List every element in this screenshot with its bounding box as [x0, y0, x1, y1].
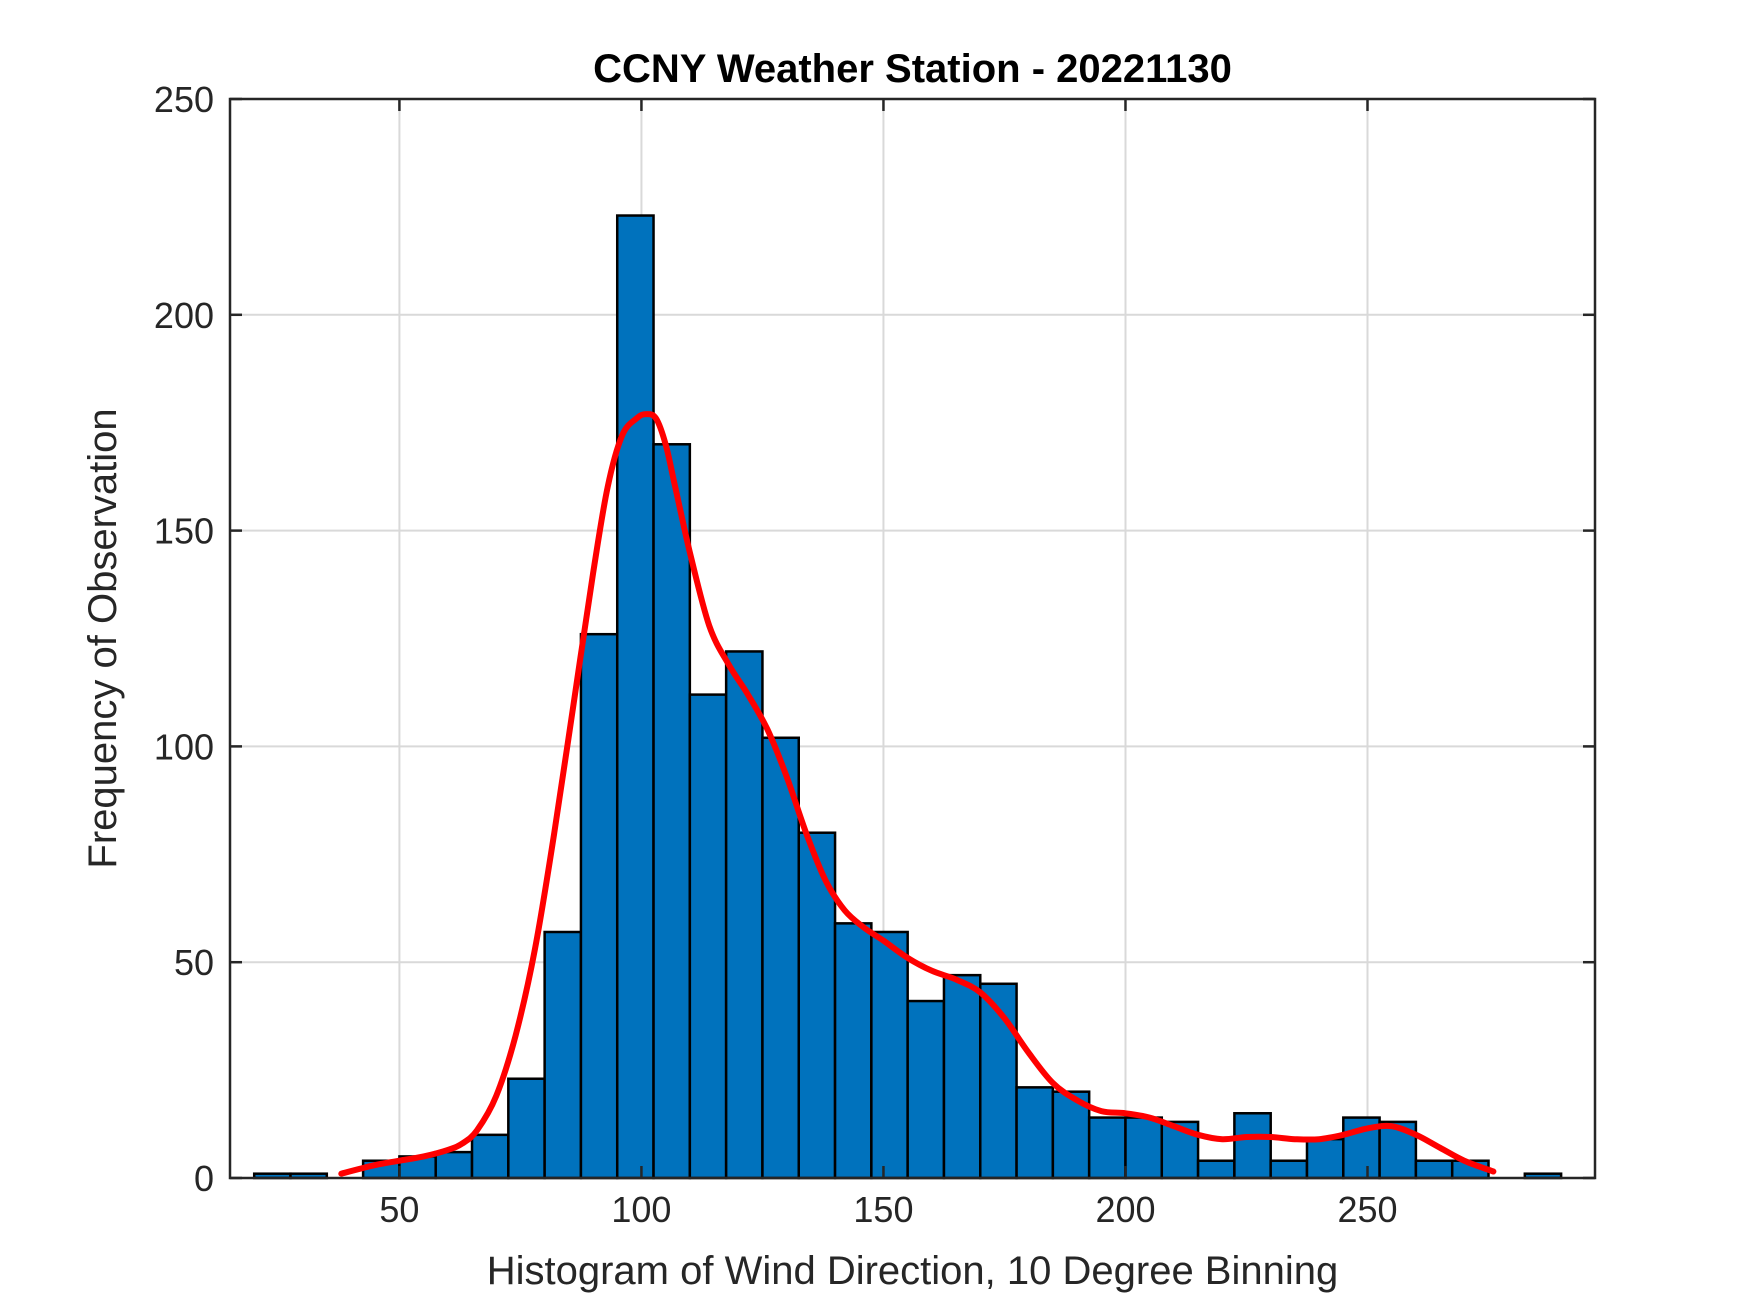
- y-tick-label: 0: [194, 1158, 214, 1199]
- x-tick-label: 150: [853, 1189, 913, 1230]
- y-tick-label: 150: [154, 511, 214, 552]
- histogram-bar: [470, 1133, 510, 1180]
- histogram-bar: [1124, 1116, 1164, 1180]
- histogram-bar: [1196, 1159, 1236, 1180]
- axes-box: [228, 97, 1597, 1180]
- histogram-bar: [579, 632, 619, 1180]
- histogram-bar: [688, 693, 728, 1180]
- histogram-bar: [942, 973, 982, 1180]
- histogram-bar: [615, 214, 655, 1180]
- histogram-bar: [1269, 1159, 1309, 1180]
- histogram-bar: [1015, 1086, 1055, 1180]
- histogram-bar: [652, 443, 692, 1180]
- histogram-bar: [1414, 1159, 1454, 1180]
- histogram-bar: [543, 930, 583, 1180]
- histogram-bar: [833, 922, 873, 1180]
- histogram-bar: [1051, 1090, 1091, 1180]
- x-tick-label: 200: [1095, 1189, 1155, 1230]
- chart-title: CCNY Weather Station - 20221130: [593, 47, 1232, 91]
- y-tick-label: 50: [174, 942, 214, 983]
- histogram-bar: [870, 930, 909, 1180]
- histogram-bar: [1378, 1120, 1418, 1180]
- x-tick-label: 100: [611, 1189, 671, 1230]
- y-tick-label: 250: [154, 79, 214, 120]
- histogram-bar: [434, 1150, 474, 1180]
- histogram-bar: [724, 650, 764, 1180]
- y-axis-label: Frequency of Observation: [81, 408, 125, 868]
- fit-curve-line: [338, 411, 1497, 1177]
- y-tick-label: 100: [154, 726, 214, 767]
- x-tick-label: 250: [1337, 1189, 1397, 1230]
- ticks: 50 100 150 200 250 0 50 100 150 200 250: [154, 79, 1595, 1230]
- histogram-bar: [906, 999, 946, 1180]
- x-tick-label: 50: [379, 1189, 419, 1230]
- histogram-bar: [507, 1077, 546, 1180]
- histogram-bar: [1305, 1137, 1345, 1180]
- fit-curve-layer: [338, 411, 1497, 1177]
- histogram-bar: [1233, 1112, 1272, 1180]
- histogram-bar: [1087, 1116, 1127, 1180]
- y-tick-label: 200: [154, 295, 214, 336]
- x-axis-label: Histogram of Wind Direction, 10 Degree B…: [487, 1249, 1339, 1293]
